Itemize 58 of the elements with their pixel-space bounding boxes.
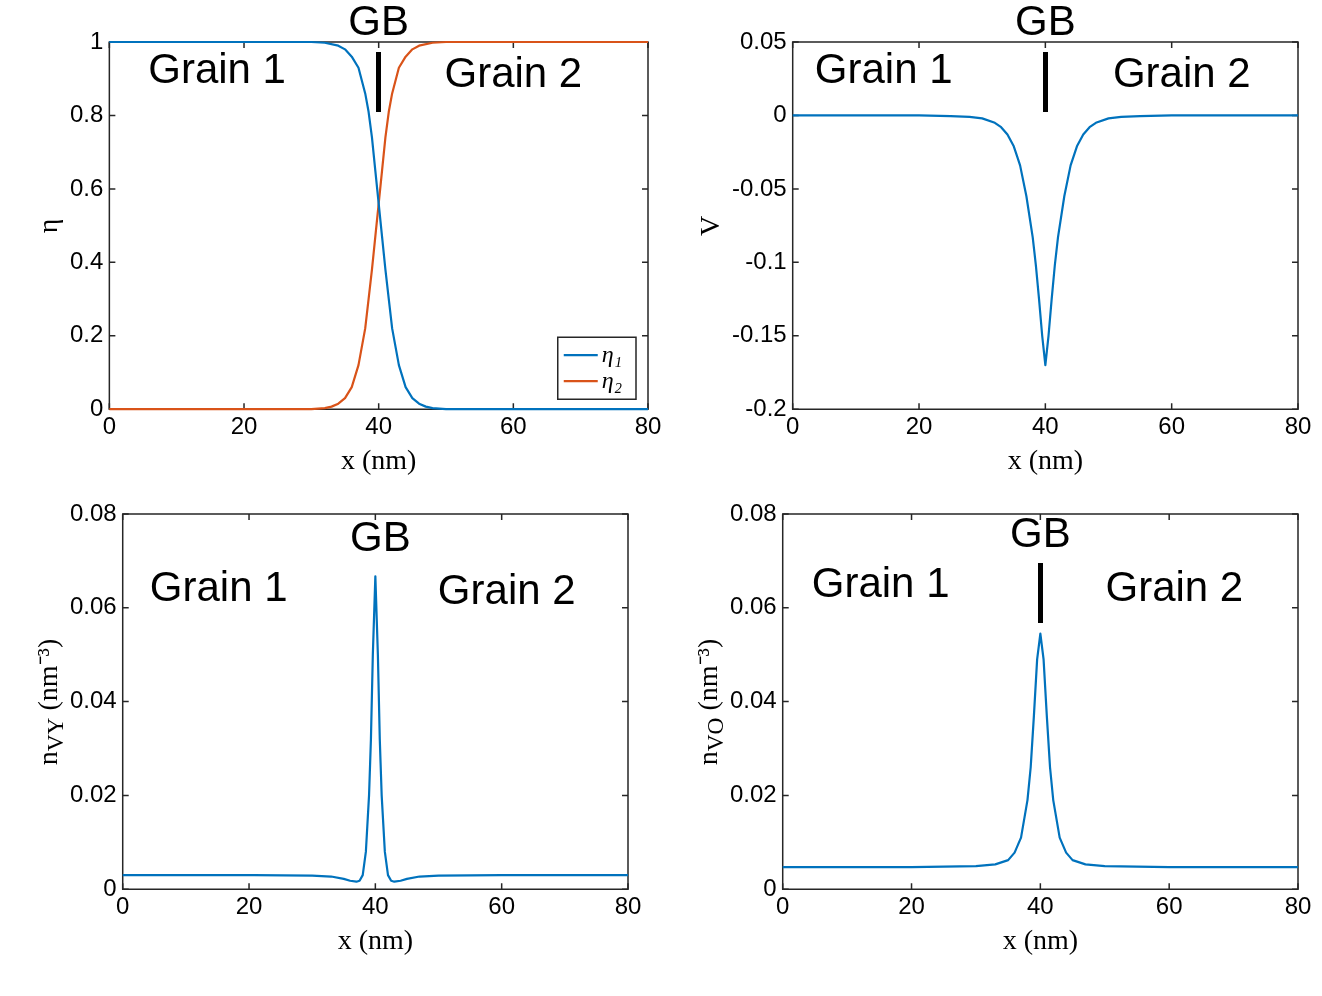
- y-tick-label: 0.8: [69, 100, 104, 128]
- y-tick-label: 0.08: [729, 498, 777, 526]
- annotation: Grain 1: [149, 562, 288, 610]
- x-tick-label: 40: [362, 892, 389, 920]
- y-tick-label: 1: [90, 26, 104, 54]
- x-tick-label: 60: [1158, 412, 1186, 440]
- legend-label: η₂: [601, 366, 622, 393]
- x-axis-title: x (nm): [1002, 924, 1079, 956]
- x-tick-label: 80: [614, 892, 642, 920]
- y-axis-title: V: [694, 215, 726, 236]
- y-tick-label: 0.08: [69, 498, 117, 526]
- annotation: GB: [1010, 508, 1071, 556]
- annotation: GB: [348, 0, 410, 45]
- x-tick-label: 20: [905, 412, 933, 440]
- y-axis-title: η: [32, 218, 64, 233]
- x-axis-title: x (nm): [1007, 444, 1084, 476]
- y-tick-label: -0.15: [732, 320, 787, 348]
- y-tick-label: -0.2: [745, 393, 787, 421]
- x-tick-label: 20: [230, 412, 258, 440]
- x-tick-label: 40: [365, 412, 393, 440]
- annotation: GB: [350, 512, 411, 560]
- legend-label: η₁: [601, 340, 622, 367]
- y-tick-label: 0.05: [739, 26, 787, 54]
- y-tick-label: 0.6: [69, 173, 104, 201]
- annotation: Grain 1: [811, 558, 950, 606]
- y-tick-label: 0.02: [729, 780, 777, 808]
- x-tick-label: 80: [1284, 892, 1312, 920]
- annotation: Grain 2: [1105, 562, 1244, 610]
- x-tick-label: 40: [1032, 412, 1059, 440]
- annotation: Grain 2: [1112, 48, 1251, 96]
- y-tick-label: -0.1: [745, 246, 787, 274]
- x-tick-label: 20: [235, 892, 263, 920]
- y-tick-label: 0.04: [729, 686, 777, 714]
- x-tick-label: 60: [499, 412, 527, 440]
- y-tick-label: 0.2: [69, 320, 104, 348]
- y-tick-label: 0: [103, 873, 117, 901]
- annotation: Grain 2: [437, 566, 576, 614]
- x-tick-label: 80: [1284, 412, 1312, 440]
- x-axis-title: x (nm): [340, 444, 417, 476]
- y-tick-label: 0: [90, 393, 104, 421]
- annotation: Grain 2: [444, 48, 583, 96]
- x-tick-label: 40: [1027, 892, 1054, 920]
- y-tick-label: 0.04: [69, 686, 117, 714]
- y-tick-label: 0.06: [729, 592, 777, 620]
- y-tick-label: 0: [763, 873, 777, 901]
- x-tick-label: 20: [898, 892, 925, 920]
- annotation: Grain 1: [148, 44, 286, 92]
- x-tick-label: 60: [1155, 892, 1183, 920]
- x-tick-label: 80: [634, 412, 662, 440]
- y-tick-label: 0.06: [69, 592, 117, 620]
- y-tick-label: 0.02: [69, 780, 117, 808]
- y-tick-label: 0.4: [69, 246, 104, 274]
- annotation: Grain 1: [814, 44, 953, 92]
- x-tick-label: 60: [488, 892, 516, 920]
- y-tick-label: -0.05: [732, 173, 787, 201]
- annotation: GB: [1015, 0, 1076, 45]
- y-tick-label: 0: [773, 100, 787, 128]
- x-axis-title: x (nm): [337, 924, 414, 956]
